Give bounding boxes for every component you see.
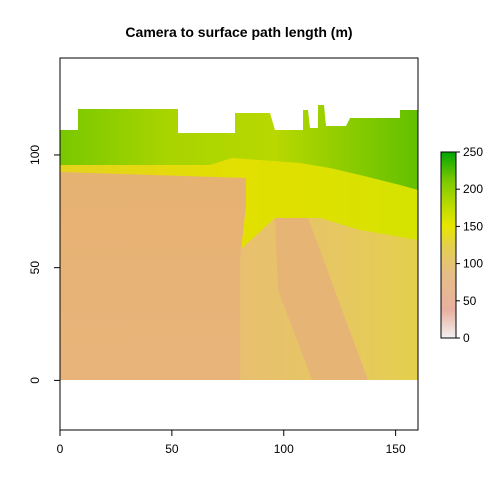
colorbar-tick-label: 0 (463, 331, 470, 345)
region-foreground-terrain (60, 172, 246, 380)
colorbar: 0 50 100 150 200 250 (440, 145, 483, 345)
heatmap-raster (60, 105, 418, 380)
x-tick-label: 100 (274, 442, 294, 456)
y-axis: 0 50 100 (28, 145, 60, 384)
x-tick-label: 50 (165, 442, 179, 456)
colorbar-tick-label: 50 (463, 294, 477, 308)
y-tick-label: 50 (28, 261, 42, 275)
y-tick-label: 0 (28, 377, 42, 384)
x-axis: 0 50 100 150 (57, 430, 406, 456)
colorbar-tick-label: 150 (463, 219, 483, 233)
colorbar-tick-label: 100 (463, 257, 483, 271)
colorbar-gradient (440, 151, 457, 339)
x-tick-label: 0 (57, 442, 64, 456)
region-road-corridor (275, 218, 368, 380)
x-tick-label: 150 (386, 442, 406, 456)
colorbar-tick-label: 200 (463, 182, 483, 196)
colorbar-ticks: 0 50 100 150 200 250 (456, 145, 483, 345)
colorbar-tick-label: 250 (463, 145, 483, 159)
chart-title: Camera to surface path length (m) (125, 24, 352, 40)
y-tick-label: 100 (28, 145, 42, 165)
plot-frame (59, 57, 419, 431)
